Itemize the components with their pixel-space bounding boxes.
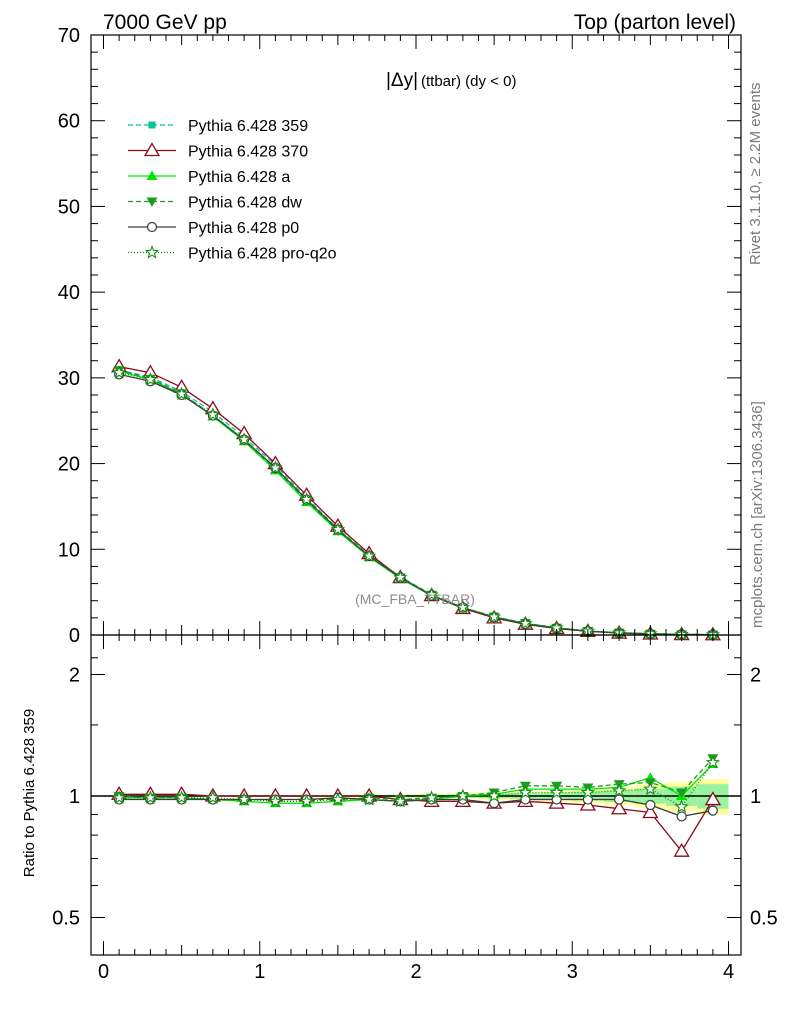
legend-label: Pythia 6.428 pro-q2o	[188, 246, 337, 263]
y-tick-label: 50	[58, 196, 80, 218]
legend-marker	[146, 221, 158, 233]
x-tick-label: 0	[98, 961, 109, 983]
ratio-point	[424, 790, 439, 804]
data-point	[205, 407, 221, 421]
data-point	[330, 522, 346, 536]
analysis-watermark: (MC_FBA_TTBAR)	[355, 591, 475, 607]
x-tick-label: 3	[567, 961, 578, 983]
data-point	[361, 548, 377, 563]
legend-item: Pythia 6.428 p0	[128, 220, 299, 237]
legend-marker	[146, 197, 158, 207]
data-point	[236, 432, 252, 446]
x-tick-label: 2	[410, 961, 421, 983]
ratio-y-tick-label: 2	[69, 665, 80, 687]
ratio-point	[236, 792, 252, 806]
y-tick-label: 30	[58, 368, 80, 390]
legend-item: Pythia 6.428 pro-q2o	[128, 244, 337, 263]
legend-marker	[148, 121, 156, 129]
data-point	[174, 386, 189, 401]
legend-marker	[146, 170, 158, 180]
y-tick-label: 70	[58, 25, 80, 47]
legend-label: Pythia 6.428 a	[188, 169, 290, 186]
main-plot-panel: 0 10 20 30 40 50 60 70 |Δy| (ttbar) (dy < 0) (M…	[58, 25, 742, 647]
ratio-point	[549, 785, 564, 799]
ratio-point	[455, 788, 471, 803]
ratio-line	[119, 797, 714, 818]
ratio-point	[643, 781, 658, 796]
ratio-plot-panel: 0.5 0.5 1 1 2 2 0 1 2 3 4 Ratio to Pythia 6.428 35…	[21, 634, 778, 983]
data-point	[111, 365, 127, 379]
y-tick-label: 60	[58, 111, 80, 133]
legend-item: Pythia 6.428 a	[128, 169, 290, 186]
ratio-point	[673, 842, 690, 857]
ratio-point	[268, 793, 283, 808]
ratio-point	[486, 788, 502, 803]
data-point	[455, 600, 471, 614]
ratio-point	[111, 790, 127, 804]
ratio-point	[299, 793, 314, 808]
legend-marker	[144, 244, 160, 259]
legend-marker	[143, 142, 161, 157]
ratio-series-pythia-6-428-pro-q2o	[111, 755, 721, 813]
header-left-label: 7000 GeV pp	[103, 11, 227, 34]
legend-label: Pythia 6.428 359	[188, 118, 308, 135]
ratio-point	[205, 790, 221, 804]
ratio-point	[518, 785, 533, 799]
rivet-label: Rivet 3.1.10, ≥ 2.2M events	[747, 83, 764, 266]
ratio-point	[611, 783, 627, 797]
data-point	[143, 372, 158, 386]
ratio-point	[705, 755, 721, 769]
ratio-point	[174, 790, 189, 804]
data-point	[393, 570, 408, 584]
ratio-point	[610, 800, 628, 815]
legend: Pythia 6.428 359 Pythia 6.428 370 Pythia 6…	[128, 118, 337, 263]
ratio-point	[143, 790, 158, 804]
legend-item: Pythia 6.428 dw	[128, 195, 302, 212]
ratio-y-tick-label-right: 0.5	[750, 908, 778, 930]
legend-label: Pythia 6.428 dw	[188, 195, 302, 212]
ratio-point	[674, 799, 689, 813]
y-tick-label: 40	[58, 282, 80, 304]
ratio-point	[707, 805, 718, 816]
ratio-y-tick-label: 1	[69, 786, 80, 808]
x-tick-label: 4	[723, 961, 734, 983]
plot-title-sub: (ttbar) (dy < 0)	[421, 73, 516, 90]
data-point	[486, 609, 502, 624]
y-tick-label: 0	[69, 625, 80, 647]
data-point	[518, 615, 533, 630]
legend-label: Pythia 6.428 370	[188, 144, 308, 161]
y-tick-label: 20	[58, 454, 80, 476]
ratio-y-tick-label: 0.5	[52, 908, 80, 930]
legend-item: Pythia 6.428 359	[128, 118, 308, 135]
legend-label: Pythia 6.428 p0	[188, 220, 299, 237]
header-right-label: Top (parton level)	[574, 11, 736, 34]
ratio-line	[119, 762, 714, 808]
ratio-point	[614, 794, 625, 805]
ratio-point	[642, 804, 659, 819]
ratio-y-tick-label-right: 1	[750, 786, 761, 808]
legend-item: Pythia 6.428 370	[128, 142, 308, 161]
ratio-point	[330, 792, 346, 806]
ratio-point	[645, 799, 656, 811]
ratio-point	[580, 785, 596, 799]
plot-title-main: |Δy|	[386, 70, 418, 91]
data-point	[424, 587, 439, 601]
data-point	[268, 460, 283, 474]
x-tick-label: 1	[254, 961, 265, 983]
ratio-point	[676, 811, 687, 822]
data-point	[299, 492, 314, 506]
ratio-point	[361, 792, 377, 806]
ratio-y-axis-label: Ratio to Pythia 6.428 359	[21, 709, 38, 877]
mcplots-label: mcplots.cern.ch [arXiv:1306.3436]	[749, 401, 766, 628]
y-tick-label: 10	[58, 539, 80, 561]
ratio-point	[704, 791, 722, 806]
ratio-point	[676, 788, 688, 799]
ratio-point	[393, 793, 408, 808]
ratio-y-tick-label-right: 2	[750, 665, 761, 687]
